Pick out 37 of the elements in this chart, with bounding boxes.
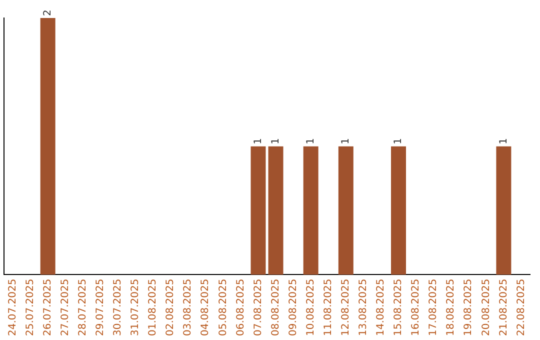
x-tick-label: 19.08.2025 [463, 278, 474, 336]
x-tick-label: 04.08.2025 [200, 278, 212, 336]
x-tick-label: 13.08.2025 [358, 278, 370, 336]
x-tick-label: 03.08.2025 [182, 278, 194, 336]
data-label: 1 [270, 138, 282, 144]
data-label: 1 [498, 138, 510, 144]
x-tick-label: 09.08.2025 [288, 278, 299, 336]
x-tick-label: 11.08.2025 [322, 278, 334, 336]
data-label: 1 [393, 138, 404, 144]
x-tick-label: 05.08.2025 [218, 278, 229, 336]
x-tick-label: 14.08.2025 [376, 278, 387, 336]
x-tick-label: 28.07.2025 [77, 278, 88, 336]
data-label: 1 [305, 138, 316, 144]
x-tick-label: 26.07.2025 [42, 278, 54, 336]
data-label: 1 [252, 138, 264, 144]
x-tick-label: 01.08.2025 [148, 278, 159, 336]
x-tick-label: 06.08.2025 [235, 278, 246, 336]
x-tick-label: 29.07.2025 [95, 278, 106, 336]
x-tick-label: 25.07.2025 [24, 278, 36, 336]
x-tick-label: 27.07.2025 [60, 278, 71, 336]
x-tick-label: 20.08.2025 [480, 278, 492, 336]
x-tick-label: 16.08.2025 [410, 278, 422, 336]
x-tick-label: 30.07.2025 [112, 278, 124, 336]
x-tick-label: 15.08.2025 [393, 278, 404, 336]
x-tick-label: 12.08.2025 [340, 278, 352, 336]
x-tick-label: 08.08.2025 [270, 278, 282, 336]
x-tick-label: 22.08.2025 [516, 278, 527, 336]
x-tick-label: 18.08.2025 [446, 278, 457, 336]
x-tick-label: 17.08.2025 [428, 278, 440, 336]
x-tick-label: 07.08.2025 [252, 278, 264, 336]
x-tick-label: 24.07.2025 [7, 278, 18, 336]
data-label: 2 [42, 10, 54, 16]
x-tick-label: 21.08.2025 [498, 278, 510, 336]
x-tick-label: 10.08.2025 [305, 278, 316, 336]
x-tick-label: 02.08.2025 [165, 278, 176, 336]
data-label: 1 [340, 138, 352, 144]
x-tick-label: 31.07.2025 [130, 278, 142, 336]
